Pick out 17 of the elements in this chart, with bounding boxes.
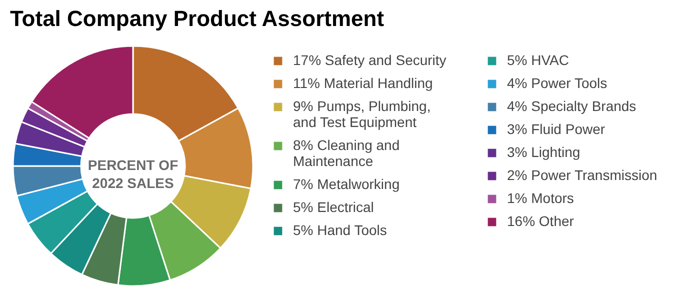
legend-label: 11% Material Handling (293, 75, 433, 91)
legend-label: 9% Pumps, Plumbing, and Test Equipment (293, 98, 431, 130)
legend-label: 4% Power Tools (507, 75, 608, 91)
legend-label: 4% Specialty Brands (507, 98, 636, 114)
legend-label: 5% HVAC (507, 52, 569, 68)
legend-label: 3% Lighting (507, 144, 580, 160)
legend-label: 7% Metalworking (293, 176, 400, 192)
legend-label: 16% Other (507, 213, 574, 229)
chart-title: Total Company Product Assortment (10, 6, 385, 31)
legend-label: 3% Fluid Power (507, 121, 606, 137)
legend-label: 17% Safety and Security (293, 52, 446, 68)
legend-label: 5% Electrical (293, 199, 374, 215)
text: PERCENT OF 2022 SALES (88, 157, 179, 191)
legend-label: 8% Cleaning and Maintenance (293, 137, 400, 169)
legend-label: 1% Motors (507, 190, 574, 206)
legend-label: 2% Power Transmission (507, 167, 658, 183)
legend-label: 5% Hand Tools (293, 222, 387, 238)
